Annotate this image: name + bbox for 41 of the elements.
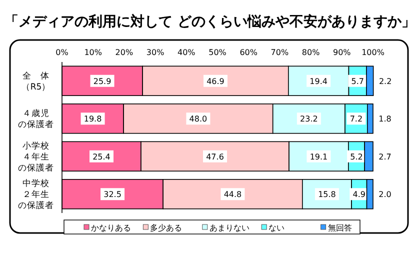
data-label: 47.6 bbox=[206, 152, 224, 162]
data-label: 7.2 bbox=[350, 114, 363, 124]
chart-title: 「メディアの利用に対して どのくらい悩みや不安がありますか」 bbox=[4, 13, 416, 30]
data-label: 2.7 bbox=[378, 152, 392, 162]
x-tick-label: 40% bbox=[178, 48, 196, 57]
data-label: 46.9 bbox=[206, 76, 224, 86]
x-tick-label: 10% bbox=[84, 48, 102, 57]
y-tick-label: 中学校２年生の保護者 bbox=[18, 178, 54, 212]
y-tick-label: 全 体（R5） bbox=[21, 70, 51, 92]
data-label: 25.4 bbox=[92, 152, 110, 162]
legend-label: かなりある bbox=[91, 224, 131, 232]
y-tick-label: ４歳児の保護者 bbox=[18, 108, 54, 130]
x-tick-label: 100% bbox=[362, 48, 385, 57]
x-tick-label: 70% bbox=[270, 48, 289, 57]
data-label: 23.2 bbox=[300, 114, 318, 124]
x-tick-label: 50% bbox=[208, 48, 227, 57]
data-label: 15.8 bbox=[318, 190, 336, 200]
x-tick-label: 0% bbox=[56, 48, 69, 57]
data-label: 4.9 bbox=[352, 190, 366, 200]
x-tick-label: 20% bbox=[115, 48, 134, 57]
y-tick-label: 小学校４年生の保護者 bbox=[18, 140, 54, 174]
data-label: 32.5 bbox=[104, 190, 122, 200]
x-tick-label: 80% bbox=[302, 48, 320, 57]
x-tick-label: 60% bbox=[240, 48, 258, 57]
data-label: 25.9 bbox=[93, 76, 112, 86]
data-label: 19.4 bbox=[310, 76, 328, 86]
data-label: 1.8 bbox=[378, 114, 392, 124]
data-label: 19.1 bbox=[310, 152, 328, 162]
legend-label: ない bbox=[268, 224, 285, 232]
data-label: 2.0 bbox=[378, 190, 392, 200]
data-label: 5.7 bbox=[351, 76, 364, 86]
legend-label: 無回答 bbox=[328, 224, 352, 232]
series-label: 多少ある bbox=[150, 224, 182, 232]
data-label: 19.8 bbox=[84, 114, 102, 124]
legend-label: あまりない bbox=[209, 224, 250, 232]
data-label: 44.8 bbox=[224, 190, 242, 200]
data-label: 2.2 bbox=[378, 76, 392, 86]
data-label: 5.2 bbox=[350, 152, 363, 162]
data-label: 48.0 bbox=[189, 114, 208, 124]
x-tick-label: 90% bbox=[333, 48, 352, 57]
x-tick-label: 30% bbox=[146, 48, 165, 57]
